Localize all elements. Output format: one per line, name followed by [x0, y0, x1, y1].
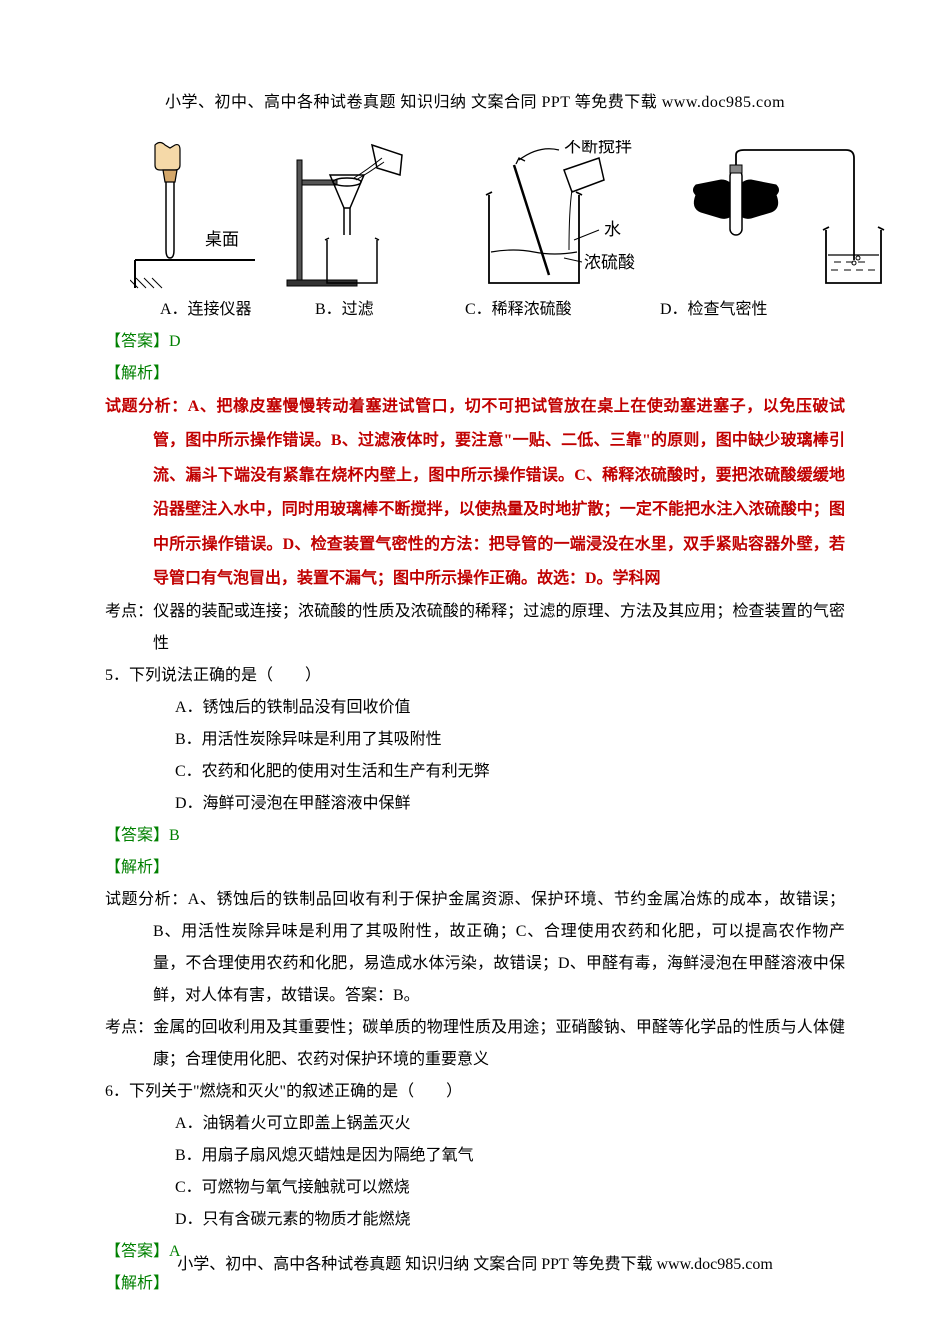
apparatus-d-icon	[686, 140, 886, 290]
apparatus-a-icon: 桌面	[130, 140, 260, 290]
figure-a: 桌面	[130, 140, 260, 290]
content-body: 桌面	[105, 140, 845, 1300]
q6-stem: 6．下列关于"燃烧和灭火"的叙述正确的是（ ）	[105, 1076, 845, 1108]
figure-row: 桌面	[130, 140, 845, 290]
q4-answer: 【答案】D	[105, 326, 845, 358]
figure-d	[686, 140, 886, 290]
q5-analysis-label: 【解析】	[105, 852, 845, 884]
page-header: 小学、初中、高中各种试卷真题 知识归纳 文案合同 PPT 等免费下载 www.d…	[105, 88, 845, 112]
q6-option-b: B．用扇子扇风熄灭蜡烛是因为隔绝了氧气	[105, 1140, 845, 1172]
q6-option-c: C．可燃物与氧气接触就可以燃烧	[105, 1172, 845, 1204]
figure-b	[282, 140, 442, 290]
answer-label: 【答案】	[105, 333, 169, 350]
q6-option-d: D．只有含碳元素的物质才能燃烧	[105, 1204, 845, 1236]
svg-text:桌面: 桌面	[205, 230, 239, 249]
q5-exam-point: 考点：金属的回收利用及其重要性；碳单质的物理性质及用途；亚硝酸钠、甲醛等化学品的…	[105, 1012, 845, 1076]
q5-answer: 【答案】B	[105, 820, 845, 852]
q5-option-a: A．锈蚀后的铁制品没有回收价值	[105, 692, 845, 724]
q4-analysis-body: 试题分析：A、把橡皮塞慢慢转动着塞进试管口，切不可把试管放在桌上在使劲塞进塞子，…	[105, 390, 845, 596]
q5-stem: 5．下列说法正确的是（ ）	[105, 660, 845, 692]
page-footer: 小学、初中、高中各种试卷真题 知识归纳 文案合同 PPT 等免费下载 www.d…	[0, 1250, 950, 1274]
figure-c: 不断搅拌 水 浓硫酸	[464, 140, 664, 290]
q4-exam-point: 考点：仪器的装配或连接；浓硫酸的性质及浓硫酸的稀释；过滤的原理、方法及其应用；检…	[105, 596, 845, 660]
svg-text:水: 水	[604, 220, 621, 239]
q5-option-d: D．海鲜可浸泡在甲醛溶液中保鲜	[105, 788, 845, 820]
q4-option-c: C．稀释浓硫酸	[465, 294, 660, 326]
svg-text:不断搅拌: 不断搅拌	[564, 140, 632, 156]
q5-analysis-body: 试题分析：A、锈蚀后的铁制品回收有利于保护金属资源、保护环境、节约金属冶炼的成本…	[105, 884, 845, 1012]
page: 小学、初中、高中各种试卷真题 知识归纳 文案合同 PPT 等免费下载 www.d…	[0, 0, 950, 1344]
q4-options: A．连接仪器 B．过滤 C．稀释浓硫酸 D．检查气密性	[160, 294, 845, 326]
q6-option-a: A．油锅着火可立即盖上锅盖灭火	[105, 1108, 845, 1140]
answer-value: D	[169, 333, 181, 350]
apparatus-c-icon: 不断搅拌 水 浓硫酸	[464, 140, 664, 290]
q4-option-b: B．过滤	[315, 294, 465, 326]
q5-option-b: B．用活性炭除异味是利用了其吸附性	[105, 724, 845, 756]
q4-analysis-label: 【解析】	[105, 358, 845, 390]
q5-option-c: C．农药和化肥的使用对生活和生产有利无弊	[105, 756, 845, 788]
svg-text:浓硫酸: 浓硫酸	[584, 253, 635, 272]
apparatus-b-icon	[282, 140, 442, 290]
q4-option-d: D．检查气密性	[660, 294, 840, 326]
q4-option-a: A．连接仪器	[160, 294, 315, 326]
